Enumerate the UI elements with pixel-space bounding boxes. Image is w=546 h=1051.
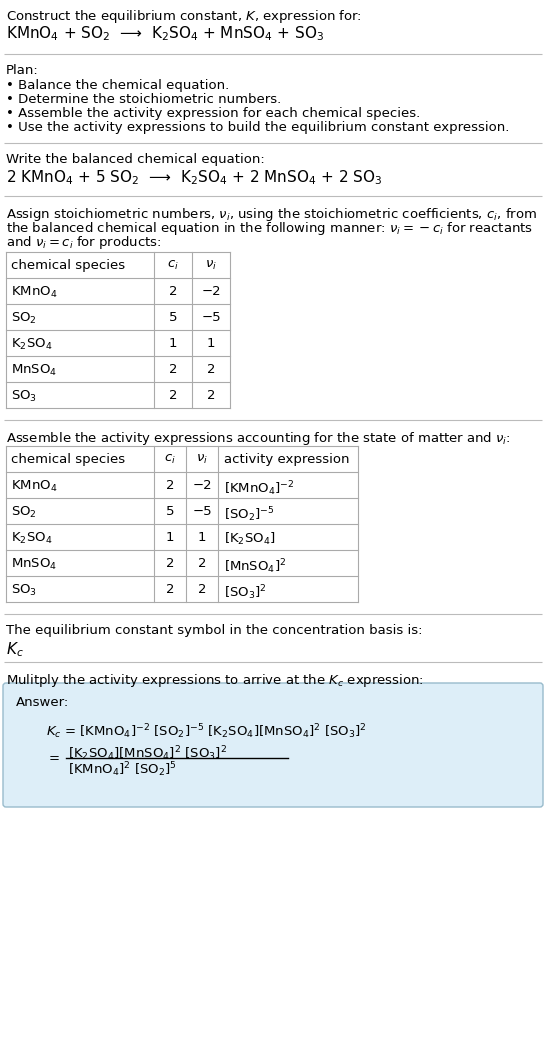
- Text: 1: 1: [198, 531, 206, 544]
- Text: −5: −5: [201, 311, 221, 324]
- Text: $=$: $=$: [46, 750, 60, 763]
- Text: $\nu_i$: $\nu_i$: [205, 259, 217, 272]
- Text: [SO$_3$]$^2$: [SO$_3$]$^2$: [224, 583, 266, 602]
- Text: 2: 2: [207, 363, 215, 376]
- Text: KMnO$_4$ + SO$_2$  ⟶  K$_2$SO$_4$ + MnSO$_4$ + SO$_3$: KMnO$_4$ + SO$_2$ ⟶ K$_2$SO$_4$ + MnSO$_…: [6, 24, 324, 43]
- Text: [MnSO$_4$]$^2$: [MnSO$_4$]$^2$: [224, 557, 287, 576]
- Text: chemical species: chemical species: [11, 259, 125, 272]
- Text: Mulitply the activity expressions to arrive at the $K_c$ expression:: Mulitply the activity expressions to arr…: [6, 672, 424, 689]
- Text: Write the balanced chemical equation:: Write the balanced chemical equation:: [6, 153, 265, 166]
- Text: K$_2$SO$_4$: K$_2$SO$_4$: [11, 337, 52, 352]
- Text: 5: 5: [166, 504, 174, 518]
- Text: $c_i$: $c_i$: [164, 453, 176, 466]
- Text: MnSO$_4$: MnSO$_4$: [11, 557, 57, 572]
- Text: 1: 1: [207, 337, 215, 350]
- Text: [K$_2$SO$_4$]: [K$_2$SO$_4$]: [224, 531, 276, 548]
- Text: [KMnO$_4$]$^{-2}$: [KMnO$_4$]$^{-2}$: [224, 479, 294, 498]
- Text: Answer:: Answer:: [16, 696, 69, 709]
- Text: 2: 2: [169, 363, 177, 376]
- Text: 2: 2: [169, 389, 177, 401]
- Text: • Balance the chemical equation.: • Balance the chemical equation.: [6, 79, 229, 92]
- Text: Assemble the activity expressions accounting for the state of matter and $\nu_i$: Assemble the activity expressions accoun…: [6, 430, 511, 447]
- Text: 2: 2: [169, 285, 177, 298]
- Bar: [6, 446, 358, 602]
- Text: −5: −5: [192, 504, 212, 518]
- Text: 2: 2: [198, 583, 206, 596]
- Text: KMnO$_4$: KMnO$_4$: [11, 479, 57, 494]
- Text: [SO$_2$]$^{-5}$: [SO$_2$]$^{-5}$: [224, 504, 275, 523]
- Text: the balanced chemical equation in the following manner: $\nu_i = -c_i$ for react: the balanced chemical equation in the fo…: [6, 220, 533, 236]
- Text: SO$_3$: SO$_3$: [11, 583, 37, 598]
- Text: The equilibrium constant symbol in the concentration basis is:: The equilibrium constant symbol in the c…: [6, 624, 423, 637]
- Text: SO$_2$: SO$_2$: [11, 311, 37, 326]
- Text: MnSO$_4$: MnSO$_4$: [11, 363, 57, 378]
- Text: [KMnO$_4$]$^2$ [SO$_2$]$^5$: [KMnO$_4$]$^2$ [SO$_2$]$^5$: [68, 760, 177, 779]
- Text: 2: 2: [207, 389, 215, 401]
- Text: • Use the activity expressions to build the equilibrium constant expression.: • Use the activity expressions to build …: [6, 121, 509, 133]
- Text: chemical species: chemical species: [11, 453, 125, 466]
- Text: 1: 1: [169, 337, 177, 350]
- Text: and $\nu_i = c_i$ for products:: and $\nu_i = c_i$ for products:: [6, 234, 162, 251]
- Text: [K$_2$SO$_4$][MnSO$_4$]$^2$ [SO$_3$]$^2$: [K$_2$SO$_4$][MnSO$_4$]$^2$ [SO$_3$]$^2$: [68, 744, 227, 763]
- Text: 2 KMnO$_4$ + 5 SO$_2$  ⟶  K$_2$SO$_4$ + 2 MnSO$_4$ + 2 SO$_3$: 2 KMnO$_4$ + 5 SO$_2$ ⟶ K$_2$SO$_4$ + 2 …: [6, 168, 382, 187]
- FancyBboxPatch shape: [3, 683, 543, 807]
- Text: $\nu_i$: $\nu_i$: [196, 453, 208, 466]
- Text: Plan:: Plan:: [6, 64, 39, 77]
- Text: 5: 5: [169, 311, 177, 324]
- Text: activity expression: activity expression: [224, 453, 349, 466]
- Text: KMnO$_4$: KMnO$_4$: [11, 285, 57, 301]
- Text: • Assemble the activity expression for each chemical species.: • Assemble the activity expression for e…: [6, 107, 420, 120]
- Text: Construct the equilibrium constant, $K$, expression for:: Construct the equilibrium constant, $K$,…: [6, 8, 362, 25]
- Text: 2: 2: [198, 557, 206, 570]
- Text: Assign stoichiometric numbers, $\nu_i$, using the stoichiometric coefficients, $: Assign stoichiometric numbers, $\nu_i$, …: [6, 206, 537, 223]
- Text: $c_i$: $c_i$: [167, 259, 179, 272]
- Text: • Determine the stoichiometric numbers.: • Determine the stoichiometric numbers.: [6, 92, 281, 106]
- Text: −2: −2: [201, 285, 221, 298]
- Text: 1: 1: [166, 531, 174, 544]
- Text: $K_c$: $K_c$: [6, 640, 23, 659]
- Bar: [6, 252, 230, 408]
- Text: $K_c$ = [KMnO$_4$]$^{-2}$ [SO$_2$]$^{-5}$ [K$_2$SO$_4$][MnSO$_4$]$^2$ [SO$_3$]$^: $K_c$ = [KMnO$_4$]$^{-2}$ [SO$_2$]$^{-5}…: [46, 722, 367, 741]
- Text: 2: 2: [166, 557, 174, 570]
- Text: 2: 2: [166, 583, 174, 596]
- Text: −2: −2: [192, 479, 212, 492]
- Text: 2: 2: [166, 479, 174, 492]
- Text: SO$_3$: SO$_3$: [11, 389, 37, 404]
- Text: SO$_2$: SO$_2$: [11, 504, 37, 520]
- Text: K$_2$SO$_4$: K$_2$SO$_4$: [11, 531, 52, 547]
